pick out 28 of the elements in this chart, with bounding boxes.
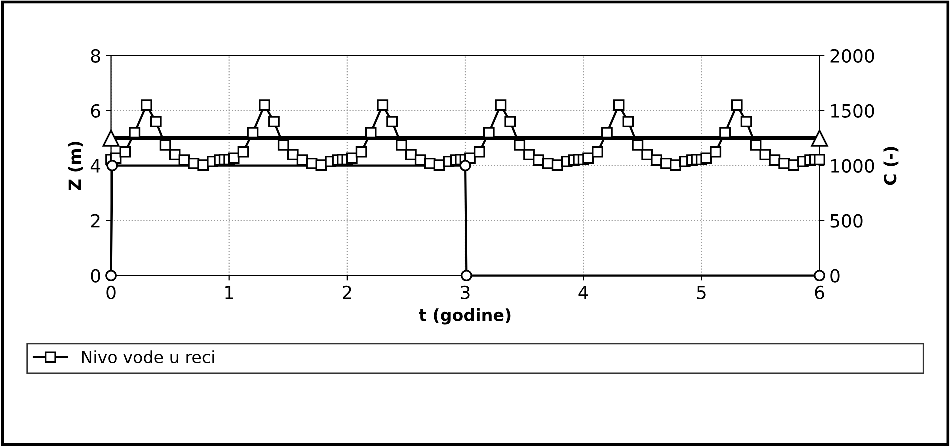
x-tick-label: 3 (461, 286, 470, 300)
point (102, 130, 120, 147)
point (811, 130, 828, 147)
legend-label: Nivo vode u reci (82, 350, 214, 364)
y2-tick-label: 1000 (831, 159, 874, 173)
y2-axis-title: C (-) (884, 147, 899, 186)
point (460, 160, 472, 172)
y-tick-label: 0 (91, 269, 100, 283)
point (106, 160, 118, 172)
y-tick-label: 2 (91, 214, 100, 228)
y-tick-label: 6 (91, 104, 100, 118)
x-axis-title: t (godine) (419, 308, 511, 325)
y-axis-title: Z (m) (68, 142, 84, 190)
y-tick-label: 8 (91, 49, 100, 63)
x-tick-label: 6 (815, 286, 824, 300)
x-tick-label: 1 (226, 286, 234, 300)
point (814, 270, 826, 282)
point (461, 270, 472, 282)
x-tick-label: 0 (106, 286, 116, 300)
y2-tick-label: 0 (830, 269, 840, 283)
y2-tick-label: 2000 (830, 49, 874, 63)
x-tick-label: 4 (578, 286, 588, 300)
y-tick-label: 4 (90, 160, 101, 173)
x-tick-label: 5 (697, 286, 706, 300)
x-tick-label: 2 (343, 286, 352, 300)
y2-tick-label: 500 (830, 214, 863, 228)
y2-tick-label: 1500 (831, 104, 874, 118)
point (106, 270, 117, 282)
